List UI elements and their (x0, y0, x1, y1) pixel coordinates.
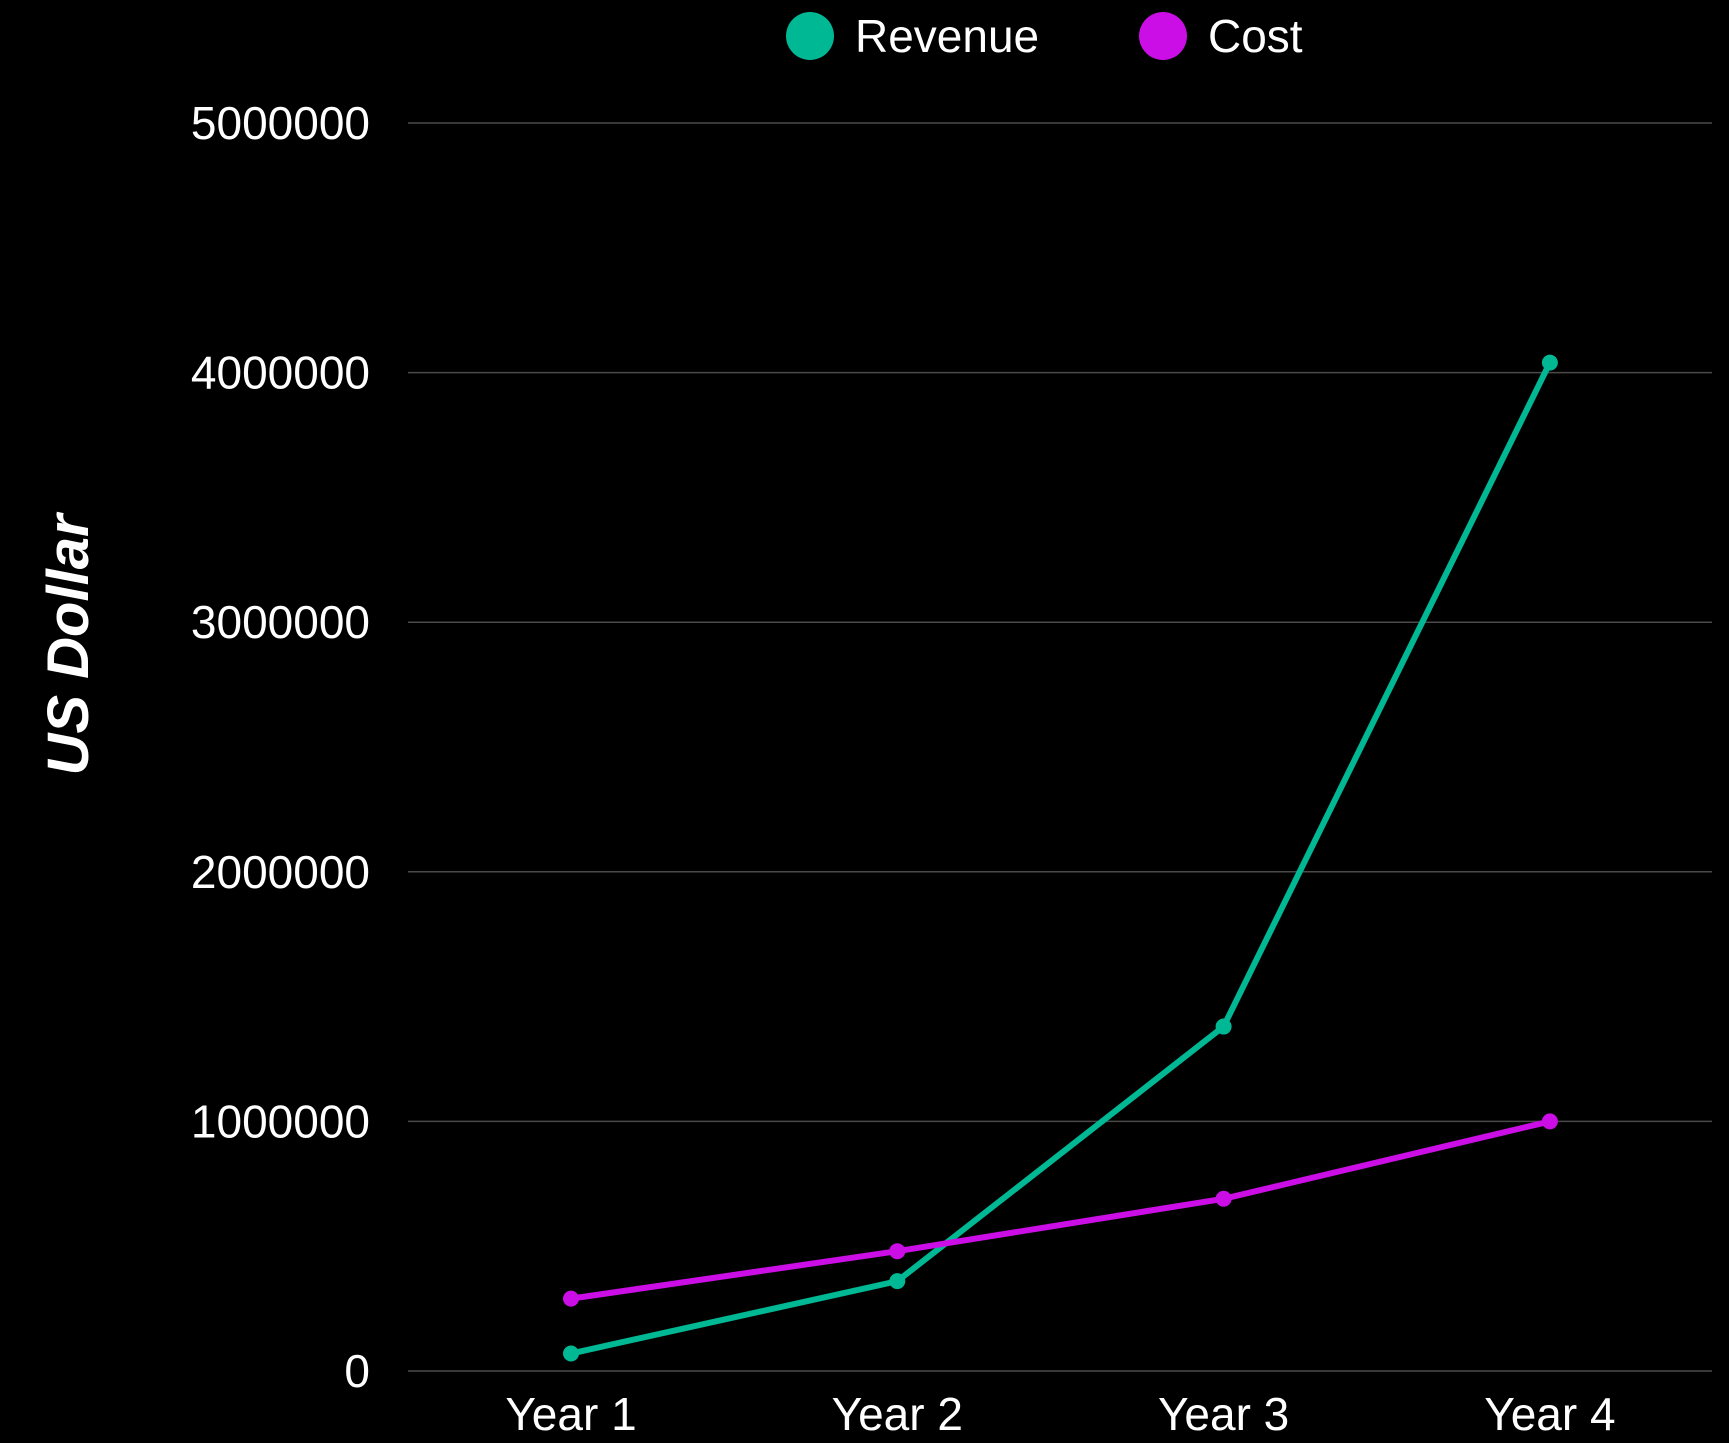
y-tick-label: 1000000 (191, 1095, 370, 1147)
data-point-revenue (1215, 1018, 1232, 1035)
legend: Revenue Cost (786, 10, 1303, 62)
data-point-cost (1215, 1190, 1232, 1207)
y-axis-ticks: 0 1000000 2000000 3000000 4000000 5000000 (191, 97, 370, 1397)
legend-marker-revenue (786, 12, 834, 60)
series-revenue (563, 354, 1558, 1362)
grid-layer (408, 122, 1712, 1372)
series-layer (563, 354, 1558, 1362)
y-axis-label: US Dollar (36, 511, 101, 775)
y-tick-label: 0 (344, 1345, 370, 1397)
x-tick-label: Year 3 (1158, 1388, 1289, 1438)
legend-label-cost: Cost (1208, 10, 1303, 62)
series-line-cost (568, 1118, 1553, 1302)
data-point-cost (1541, 1113, 1558, 1130)
legend-marker-cost (1139, 12, 1187, 60)
y-tick-label: 5000000 (191, 97, 370, 149)
data-point-cost (563, 1290, 579, 1307)
x-tick-label: Year 4 (1484, 1388, 1615, 1438)
y-tick-label: 2000000 (191, 846, 370, 898)
series-line-revenue (568, 359, 1553, 1357)
series-cost (563, 1113, 1558, 1307)
legend-label-revenue: Revenue (855, 10, 1039, 62)
y-tick-label: 4000000 (191, 347, 370, 399)
data-point-cost (889, 1243, 906, 1260)
x-tick-label: Year 2 (832, 1388, 963, 1438)
x-tick-label: Year 1 (505, 1388, 636, 1438)
data-point-revenue (1541, 354, 1558, 371)
y-tick-label: 3000000 (191, 596, 370, 648)
data-point-revenue (889, 1273, 906, 1290)
x-axis-ticks: Year 1 Year 2 Year 3 Year 4 (505, 1388, 1615, 1440)
data-point-revenue (563, 1345, 579, 1362)
